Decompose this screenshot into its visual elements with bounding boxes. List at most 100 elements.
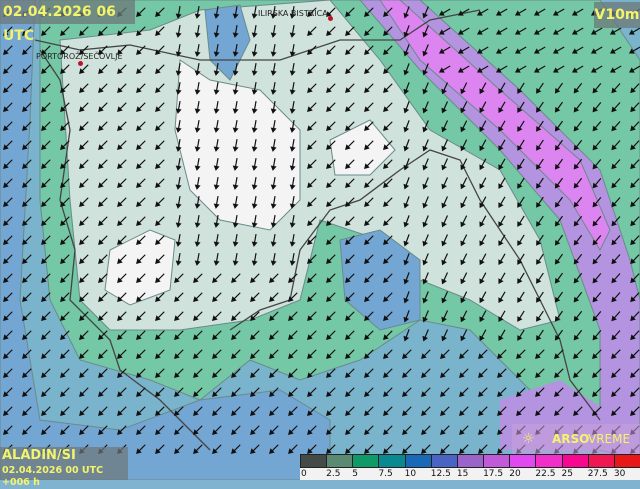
wind-arrow [155,311,165,321]
wind-arrow [383,273,393,283]
wind-arrow [307,425,317,435]
wind-arrow [630,368,640,378]
wind-arrow [402,349,412,359]
city-label-ilirska-bistrica: ILIRSKA BISTRICA [258,9,328,18]
wind-arrow [364,311,374,321]
wind-arrow [155,197,165,207]
wind-arrow [194,233,201,247]
wind-arrow [79,26,89,36]
wind-arrow [3,178,13,188]
wind-arrow [364,349,374,359]
wind-arrow [22,102,32,112]
wind-arrow [307,45,317,55]
wind-arrow [175,214,182,228]
wind-arrow [592,197,602,208]
wind-arrow [573,387,583,397]
wind-arrow [345,330,355,340]
wind-arrow [611,178,621,189]
wind-arrow [326,178,336,188]
wind-arrow [213,138,220,152]
wind-arrow [459,425,469,435]
wind-arrow [60,140,70,150]
wind-arrow [573,120,583,132]
wind-arrow [79,406,89,416]
wind-arrow [383,121,393,131]
wind-arrow [573,82,583,94]
wind-arrow [345,178,355,188]
wind-arrow [326,235,336,245]
wind-arrow [136,444,146,454]
wind-arrow [307,83,317,93]
wind-arrow [117,26,127,36]
wind-arrow [98,425,108,435]
wind-arrow [498,272,506,285]
wind-arrow [3,140,13,150]
wind-arrow [592,349,602,359]
brand-light: VREME [588,432,631,446]
wind-arrow [345,406,355,416]
wind-arrow [536,177,544,189]
wind-arrow [554,177,564,189]
wind-arrow [592,121,602,132]
wind-arrow [514,65,527,73]
wind-arrow [3,330,13,340]
wind-arrow [155,368,165,378]
wind-arrow [251,81,258,95]
wind-arrow [460,253,468,266]
wind-arrow [364,102,374,112]
wind-arrow [533,27,546,35]
wind-arrow [403,44,410,57]
wind-arrow [155,425,165,435]
wind-arrow [345,64,355,74]
valid-time-label: 02.04.2026 06 UTC [0,0,135,44]
wind-arrow [250,425,260,435]
wind-arrow [422,139,429,152]
wind-arrow [422,329,429,342]
wind-arrow [175,43,182,57]
legend-swatch [561,454,589,468]
wind-arrow [136,45,146,55]
wind-arrow [194,62,201,76]
wind-arrow [440,444,450,454]
wind-arrow [422,82,429,95]
wind-arrow [536,253,544,265]
wind-arrow [421,387,431,397]
wind-arrow [155,254,165,264]
wind-arrow [270,233,277,247]
wind-arrow [630,178,640,189]
wind-arrow [232,43,239,57]
wind-arrow [345,45,355,55]
wind-arrow [345,444,355,454]
wind-arrow [307,292,317,302]
wind-arrow [554,368,564,378]
legend-label: 5 [352,469,359,479]
wind-arrow [117,387,127,397]
wind-arrow [307,64,317,74]
wind-arrow [345,121,355,131]
wind-arrow [136,425,146,435]
wind-arrow [457,46,470,54]
wind-arrow [479,253,487,266]
wind-arrow [213,81,220,95]
wind-arrow [630,159,640,170]
wind-arrow [364,330,374,340]
wind-arrow [212,444,222,454]
wind-arrow [498,101,506,114]
sun-icon: ☼ [522,431,535,447]
wind-arrow [174,444,184,454]
wind-arrow [383,254,393,264]
wind-arrow [345,216,355,226]
wind-arrow [516,406,526,416]
wind-arrow [213,100,220,114]
wind-arrow [536,234,544,246]
wind-arrow [307,216,317,226]
wind-arrow [422,6,429,19]
wind-arrow [460,234,468,247]
wind-arrow [231,330,241,340]
wind-arrow [289,100,296,114]
wind-arrow [98,121,108,131]
wind-arrow [517,158,525,170]
wind-arrow [3,406,13,416]
wind-arrow [98,45,108,55]
wind-arrow [498,196,506,209]
